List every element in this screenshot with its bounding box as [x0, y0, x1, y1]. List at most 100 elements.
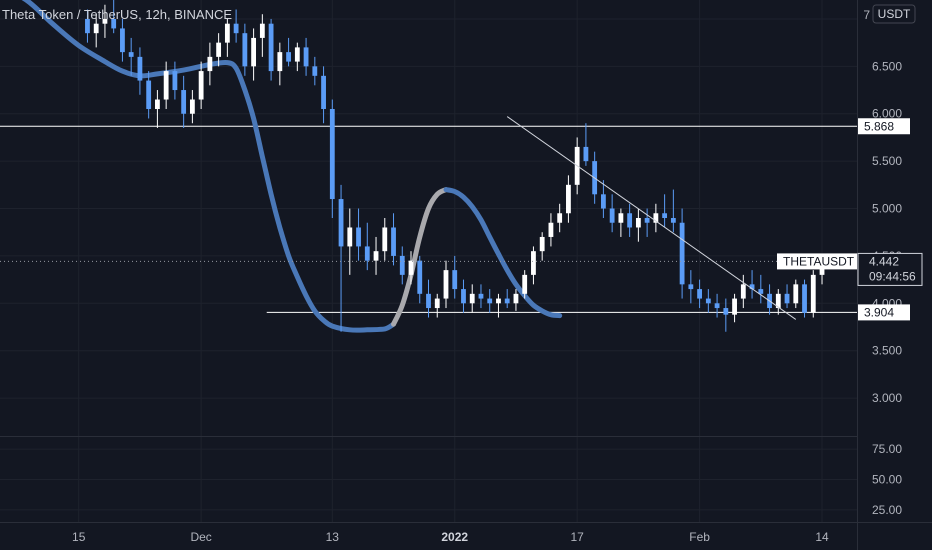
- time-tick-label: 13: [326, 530, 340, 544]
- candle-body: [224, 23, 230, 43]
- ma-segment-down: [443, 187, 563, 319]
- candle-body: [697, 289, 702, 299]
- price-tick-label: 6.500: [872, 59, 902, 73]
- candle-body: [277, 52, 283, 72]
- last-price-tag: [857, 252, 923, 286]
- time-tick-label: Feb: [689, 530, 710, 544]
- candle-body: [670, 218, 676, 223]
- candle-body: [155, 99, 160, 109]
- time-tick-label: 14: [815, 530, 829, 544]
- candle-body: [793, 284, 799, 304]
- candle-body: [627, 213, 633, 228]
- time-tick-label: 17: [570, 530, 584, 544]
- candle-body: [259, 23, 265, 38]
- price-tick-label: 3.000: [872, 391, 902, 405]
- trend-line[interactable]: [506, 116, 797, 320]
- candle-body: [329, 109, 335, 200]
- bar-countdown: 09:44:56: [869, 269, 916, 283]
- candle-body: [426, 293, 431, 309]
- candle-body: [85, 18, 90, 34]
- candle-body: [207, 56, 213, 72]
- time-axis[interactable]: 15 Dec 13 2022 17 Feb 14: [72, 530, 829, 544]
- ma-segment-up: [391, 187, 449, 327]
- time-tick-label: Dec: [190, 530, 211, 544]
- candle-body: [810, 274, 816, 313]
- candle-body: [758, 289, 764, 294]
- osc-tick-label: 25.00: [872, 503, 902, 517]
- price-tick-top-partial: 7: [863, 8, 870, 22]
- candle-body: [784, 293, 790, 304]
- candle-body: [469, 293, 475, 304]
- candle-body: [364, 246, 370, 261]
- candle-body: [557, 213, 563, 223]
- candle-body: [434, 298, 440, 309]
- candle-body: [382, 227, 388, 252]
- candle-body: [338, 199, 344, 247]
- candle-body: [662, 213, 668, 218]
- candle-body: [303, 47, 309, 67]
- level-price-tag: [858, 118, 910, 135]
- candle-body: [504, 298, 510, 304]
- candle-body: [635, 218, 641, 228]
- candle-body: [723, 308, 729, 315]
- candle-body: [198, 71, 204, 100]
- candle-body: [216, 42, 222, 57]
- candle-body: [443, 270, 449, 299]
- candle-body: [408, 260, 414, 275]
- currency-button-frame[interactable]: [872, 4, 916, 24]
- candle-body: [644, 218, 650, 223]
- candle-body: [137, 56, 143, 81]
- currency-button[interactable]: USDT: [872, 4, 916, 24]
- time-tick-label: 15: [72, 530, 86, 544]
- candle-body: [189, 99, 195, 114]
- candle-body: [417, 260, 423, 294]
- candle-body: [128, 52, 134, 57]
- price-axis[interactable]: 3.0003.5004.0004.5005.0005.5006.0006.500…: [872, 12, 902, 405]
- oscillator-axis[interactable]: 25.00 50.00 75.00: [872, 442, 902, 517]
- candle-body: [399, 255, 405, 275]
- candle-body: [347, 227, 353, 247]
- descending-trendline: [506, 116, 797, 320]
- candle-body: [740, 284, 746, 299]
- horizontal-levels[interactable]: [0, 125, 857, 313]
- candle-body: [679, 222, 685, 285]
- candle-body: [242, 33, 248, 67]
- price-tick-label: 5.500: [872, 154, 902, 168]
- candle-body: [461, 289, 466, 304]
- candle-body: [548, 222, 554, 237]
- level-price-tag-label: 3.904: [864, 305, 894, 319]
- currency-button-label[interactable]: USDT: [878, 7, 911, 21]
- last-price-value: 4.442: [869, 254, 899, 268]
- ma-segment-down: [21, 0, 396, 333]
- candle-body: [600, 194, 606, 209]
- candle-body: [163, 71, 169, 100]
- candle-body: [583, 146, 589, 162]
- candle-body: [120, 28, 125, 53]
- candle-body: [566, 184, 571, 214]
- candle-body: [522, 274, 528, 294]
- candle-body: [321, 75, 326, 109]
- candle-body: [802, 284, 807, 313]
- candle-body: [478, 293, 484, 299]
- candle-body: [688, 284, 694, 290]
- candle-body: [487, 298, 493, 304]
- candle-body: [775, 293, 781, 309]
- candle-body: [539, 236, 545, 252]
- candle-body: [496, 298, 501, 304]
- osc-tick-label: 50.00: [872, 473, 902, 487]
- candle-body: [609, 208, 615, 223]
- candle-body: [356, 227, 361, 247]
- moving-average-line: [21, 0, 563, 333]
- candle-body: [233, 23, 239, 34]
- candle-body: [373, 251, 379, 261]
- candle-body: [714, 303, 720, 309]
- price-tick-label: 6.000: [872, 107, 902, 121]
- symbol-tag-label: THETAUSDT: [783, 254, 855, 268]
- level-price-tag-label: 5.868: [864, 119, 894, 133]
- candle-body: [531, 251, 536, 275]
- candle-body: [749, 284, 755, 290]
- candle-body: [181, 90, 187, 114]
- candle-body: [732, 298, 737, 315]
